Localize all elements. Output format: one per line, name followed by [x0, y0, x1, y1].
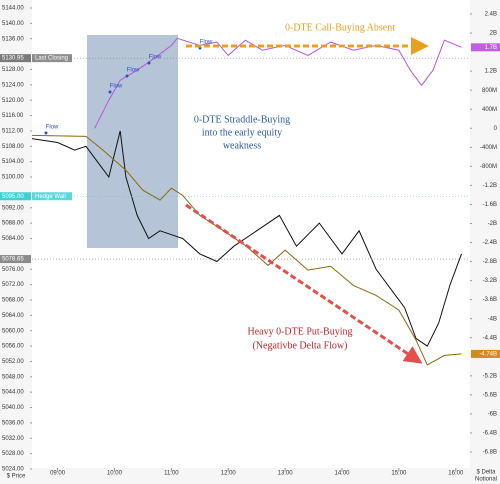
y-axis-title: $ Price — [7, 474, 26, 480]
x-tick-label: 14:00 — [335, 471, 351, 477]
y-tick-label: 5104.00 — [2, 159, 24, 165]
y-tick-label: 5124.00 — [2, 82, 24, 88]
y2-tick-label: -3.2B — [483, 278, 497, 284]
y2-tick-label: -400M — [480, 145, 497, 151]
flow-label: Flow — [200, 40, 213, 46]
y-tick-label: 5128.00 — [2, 67, 24, 73]
y2-tick-label: -1.6B — [483, 202, 497, 208]
y-tick-label: 5136.00 — [2, 36, 24, 42]
x-tick-label: 10:00 — [107, 471, 123, 477]
marker-label: 1.7B — [485, 45, 497, 51]
annotation: 0-DTE Call-Buying Absent — [285, 22, 395, 33]
y-tick-label: 5032.00 — [2, 436, 24, 442]
y2-tick-label: -2B — [488, 221, 497, 227]
marker-label: 5078.65 — [2, 257, 24, 263]
y2-tick-label: -6.4B — [483, 431, 497, 437]
y2-tick-label: 0 — [494, 126, 498, 132]
marker-box — [471, 349, 500, 358]
flow-dot — [147, 61, 151, 65]
y-tick-label: 5088.00 — [2, 221, 24, 227]
marker-box — [32, 192, 72, 201]
y-tick-label: 5044.00 — [2, 390, 24, 396]
y2-tick-label: 800M — [482, 88, 497, 94]
y2-tick-label: -6.8B — [483, 450, 497, 456]
arrow — [185, 203, 423, 364]
marker-label: 5095.00 — [2, 194, 24, 200]
x-tick-label: 12:00 — [221, 471, 237, 477]
y2-tick-label: -800M — [480, 164, 497, 170]
y-tick-label: 5092.00 — [2, 205, 24, 211]
y2-tick-label: -5.2B — [483, 373, 497, 379]
y2-tick-label: -4B — [488, 316, 497, 322]
y-tick-label: 5116.00 — [2, 113, 24, 119]
y-tick-label: 5108.00 — [2, 144, 24, 150]
y-tick-label: 5072.00 — [2, 282, 24, 288]
y2-tick-label: 2.4B — [485, 12, 497, 18]
annotation: Heavy 0-DTE Put-Buying — [248, 326, 353, 337]
annotation: (Negativbe Delta Flow) — [253, 340, 348, 351]
x-tick-label: 15:00 — [391, 471, 407, 477]
y-tick-label: 5076.00 — [2, 267, 24, 273]
y-tick-label: 5144.00 — [2, 6, 24, 12]
y-tick-label: 5100.00 — [2, 175, 24, 181]
y-tick-label: 5140.00 — [2, 21, 24, 27]
marker-label: -4.74B — [479, 352, 497, 358]
flow-dot — [125, 74, 129, 78]
flow-label: Flow — [110, 84, 123, 90]
y2-tick-label: -5.6B — [483, 392, 497, 398]
marker-text: Hedge Wall — [35, 194, 66, 200]
y-tick-label: 5060.00 — [2, 328, 24, 334]
y2-tick-label: -3.6B — [483, 297, 497, 303]
x-tick-label: 09:00 — [50, 471, 66, 477]
marker-box — [0, 192, 31, 201]
flow-label: Flow — [46, 125, 59, 131]
flow-dot — [108, 90, 112, 94]
y2-tick-label: 400M — [482, 107, 497, 113]
y-tick-label: 5068.00 — [2, 298, 24, 304]
y2-tick-label: -2.8B — [483, 259, 497, 265]
y2-axis-title: Notional — [475, 477, 497, 483]
marker-box — [0, 255, 31, 264]
y-tick-label: 5064.00 — [2, 313, 24, 319]
highlight-region — [87, 35, 178, 248]
annotation: 0-DTE Straddle-Buying — [194, 114, 290, 125]
y2-tick-label: 2B — [490, 31, 497, 37]
marker-text: Last Closing — [35, 56, 68, 62]
marker-label: 5130.95 — [2, 56, 24, 62]
y-tick-label: 5040.00 — [2, 405, 24, 411]
y-tick-label: 5084.00 — [2, 236, 24, 242]
y2-axis-title: $ Delta — [476, 470, 496, 476]
annotation: weakness — [223, 140, 261, 151]
y-tick-label: 5036.00 — [2, 420, 24, 426]
marker-box — [32, 54, 72, 63]
y-tick-label: 5028.00 — [2, 451, 24, 457]
series-line — [31, 130, 462, 347]
y2-tick-label: 1.2B — [485, 69, 497, 75]
y2-tick-label: -2.4B — [483, 240, 497, 246]
y-tick-label: 5112.00 — [2, 129, 24, 135]
flow-label: Flow — [127, 68, 140, 74]
annotation: into the early equity — [202, 127, 282, 138]
flow-dot — [44, 131, 48, 135]
x-tick-label: 13:00 — [278, 471, 294, 477]
plot-area — [32, 0, 470, 468]
marker-box — [0, 54, 31, 63]
x-tick-label: 11:00 — [164, 471, 179, 477]
y-tick-label: 5024.00 — [2, 467, 24, 473]
y2-tick-label: -6B — [488, 411, 497, 417]
y-tick-label: 5052.00 — [2, 359, 24, 365]
y-tick-label: 5120.00 — [2, 98, 24, 104]
y-tick-label: 5056.00 — [2, 344, 24, 350]
y2-tick-label: -1.2B — [483, 183, 497, 189]
y-tick-label: 5048.00 — [2, 374, 24, 380]
y2-tick-label: -4.4B — [483, 335, 497, 341]
flow-label: Flow — [149, 55, 162, 61]
marker-box — [471, 43, 500, 52]
x-tick-label: 16:00 — [448, 471, 464, 477]
series-line — [31, 134, 462, 366]
